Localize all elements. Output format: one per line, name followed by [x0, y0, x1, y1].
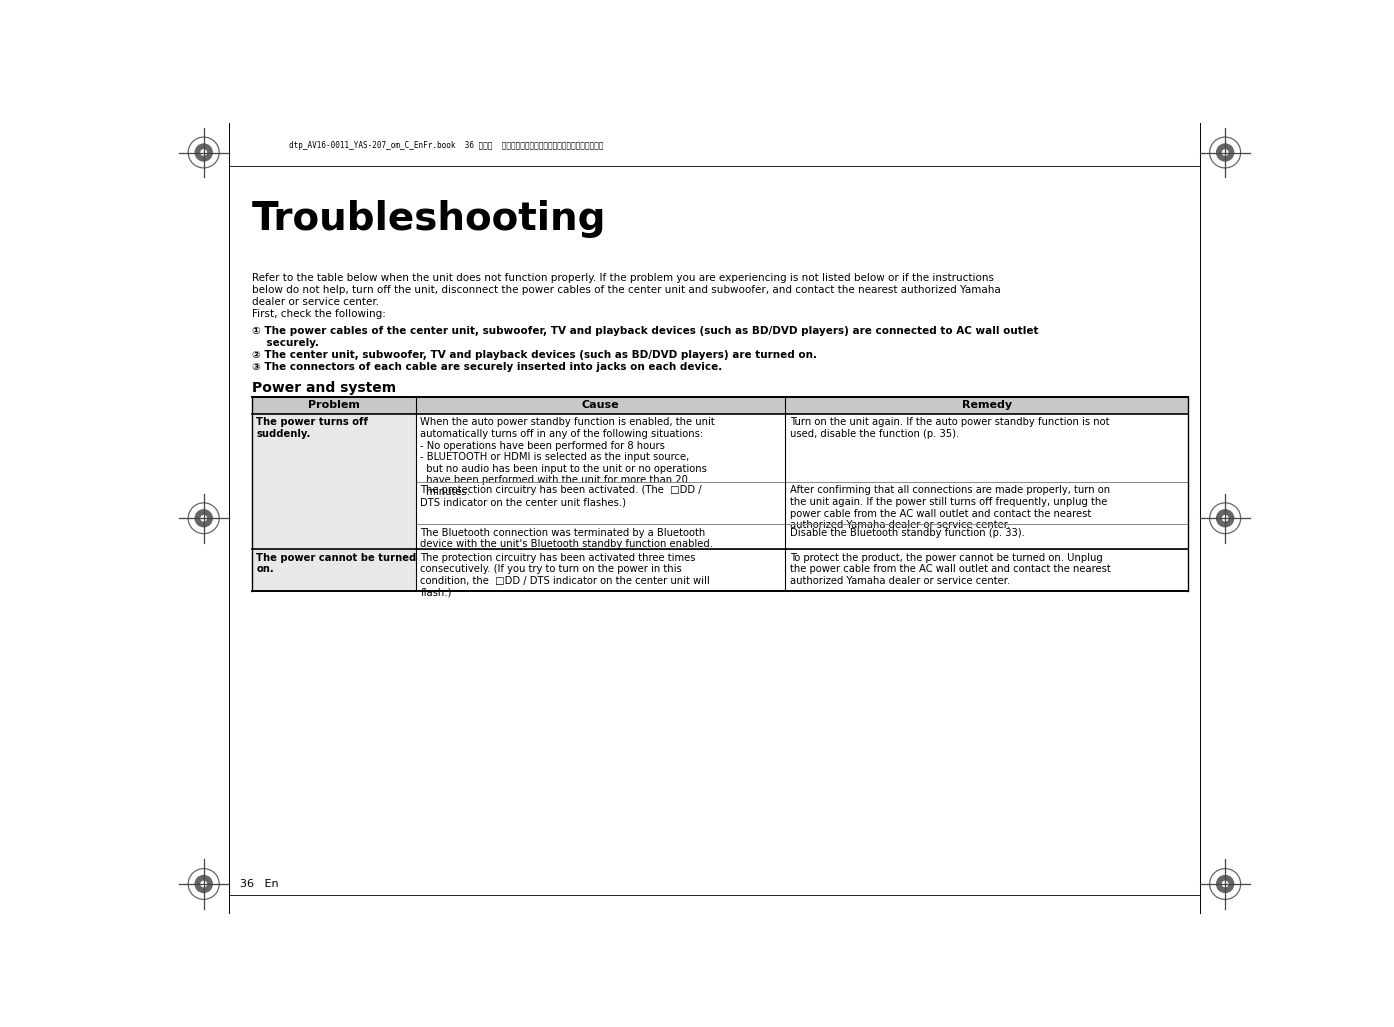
- Text: Remedy: Remedy: [962, 401, 1012, 410]
- Circle shape: [201, 516, 206, 521]
- Circle shape: [195, 876, 212, 892]
- Bar: [252, 414, 415, 548]
- Text: When the auto power standby function is enabled, the unit
automatically turns of: When the auto power standby function is …: [420, 417, 715, 497]
- Text: dealer or service center.: dealer or service center.: [252, 297, 379, 307]
- Text: ③ The connectors of each cable are securely inserted into jacks on each device.: ③ The connectors of each cable are secur…: [252, 362, 722, 372]
- Bar: [785, 482, 1188, 524]
- Text: Power and system: Power and system: [252, 381, 396, 395]
- Text: The Bluetooth connection was terminated by a Bluetooth
device with the unit's Bl: The Bluetooth connection was terminated …: [420, 528, 714, 549]
- Text: To protect the product, the power cannot be turned on. Unplug
the power cable fr: To protect the product, the power cannot…: [790, 553, 1111, 585]
- Bar: [252, 396, 1188, 414]
- Text: The power cannot be turned
on.: The power cannot be turned on.: [256, 553, 417, 574]
- Text: The power turns off
suddenly.: The power turns off suddenly.: [256, 417, 368, 439]
- Circle shape: [1217, 509, 1234, 527]
- Circle shape: [1223, 516, 1228, 521]
- Circle shape: [201, 881, 206, 886]
- Bar: [415, 548, 785, 591]
- Text: ① The power cables of the center unit, subwoofer, TV and playback devices (such : ① The power cables of the center unit, s…: [252, 326, 1039, 336]
- Text: below do not help, turn off the unit, disconnect the power cables of the center : below do not help, turn off the unit, di…: [252, 286, 1001, 296]
- Bar: [785, 548, 1188, 591]
- Circle shape: [1217, 144, 1234, 161]
- Circle shape: [1223, 150, 1228, 155]
- Bar: [252, 548, 415, 591]
- Text: Problem: Problem: [308, 401, 360, 410]
- Text: securely.: securely.: [252, 338, 319, 348]
- Circle shape: [201, 150, 206, 155]
- Text: Troubleshooting: Troubleshooting: [252, 200, 606, 238]
- Text: 36   En: 36 En: [240, 879, 279, 889]
- Text: After confirming that all connections are made properly, turn on
the unit again.: After confirming that all connections ar…: [790, 486, 1110, 530]
- Text: First, check the following:: First, check the following:: [252, 309, 386, 319]
- Circle shape: [195, 144, 212, 161]
- Text: Turn on the unit again. If the auto power standby function is not
used, disable : Turn on the unit again. If the auto powe…: [790, 417, 1110, 439]
- Text: Refer to the table below when the unit does not function properly. If the proble: Refer to the table below when the unit d…: [252, 273, 994, 283]
- Bar: [415, 414, 785, 482]
- Text: The protection circuitry has been activated three times
consecutively. (If you t: The protection circuitry has been activa…: [420, 553, 710, 598]
- Text: Cause: Cause: [581, 401, 619, 410]
- Bar: [415, 482, 785, 524]
- Bar: [415, 524, 785, 548]
- Bar: [785, 524, 1188, 548]
- Text: dtp_AV16-0011_YAS-207_om_C_EnFr.book  36 ページ  ２０１７年４月１３日　木曜日　午後３晎４１分: dtp_AV16-0011_YAS-207_om_C_EnFr.book 36 …: [289, 141, 604, 150]
- Text: ② The center unit, subwoofer, TV and playback devices (such as BD/DVD players) a: ② The center unit, subwoofer, TV and pla…: [252, 349, 817, 359]
- Text: The protection circuitry has been activated. (The  □DD /
DTS indicator on the ce: The protection circuitry has been activa…: [420, 486, 701, 507]
- Text: Disable the Bluetooth standby function (p. 33).: Disable the Bluetooth standby function (…: [790, 528, 1025, 538]
- Circle shape: [1223, 881, 1228, 886]
- Circle shape: [1217, 876, 1234, 892]
- Circle shape: [195, 509, 212, 527]
- Bar: [785, 414, 1188, 482]
